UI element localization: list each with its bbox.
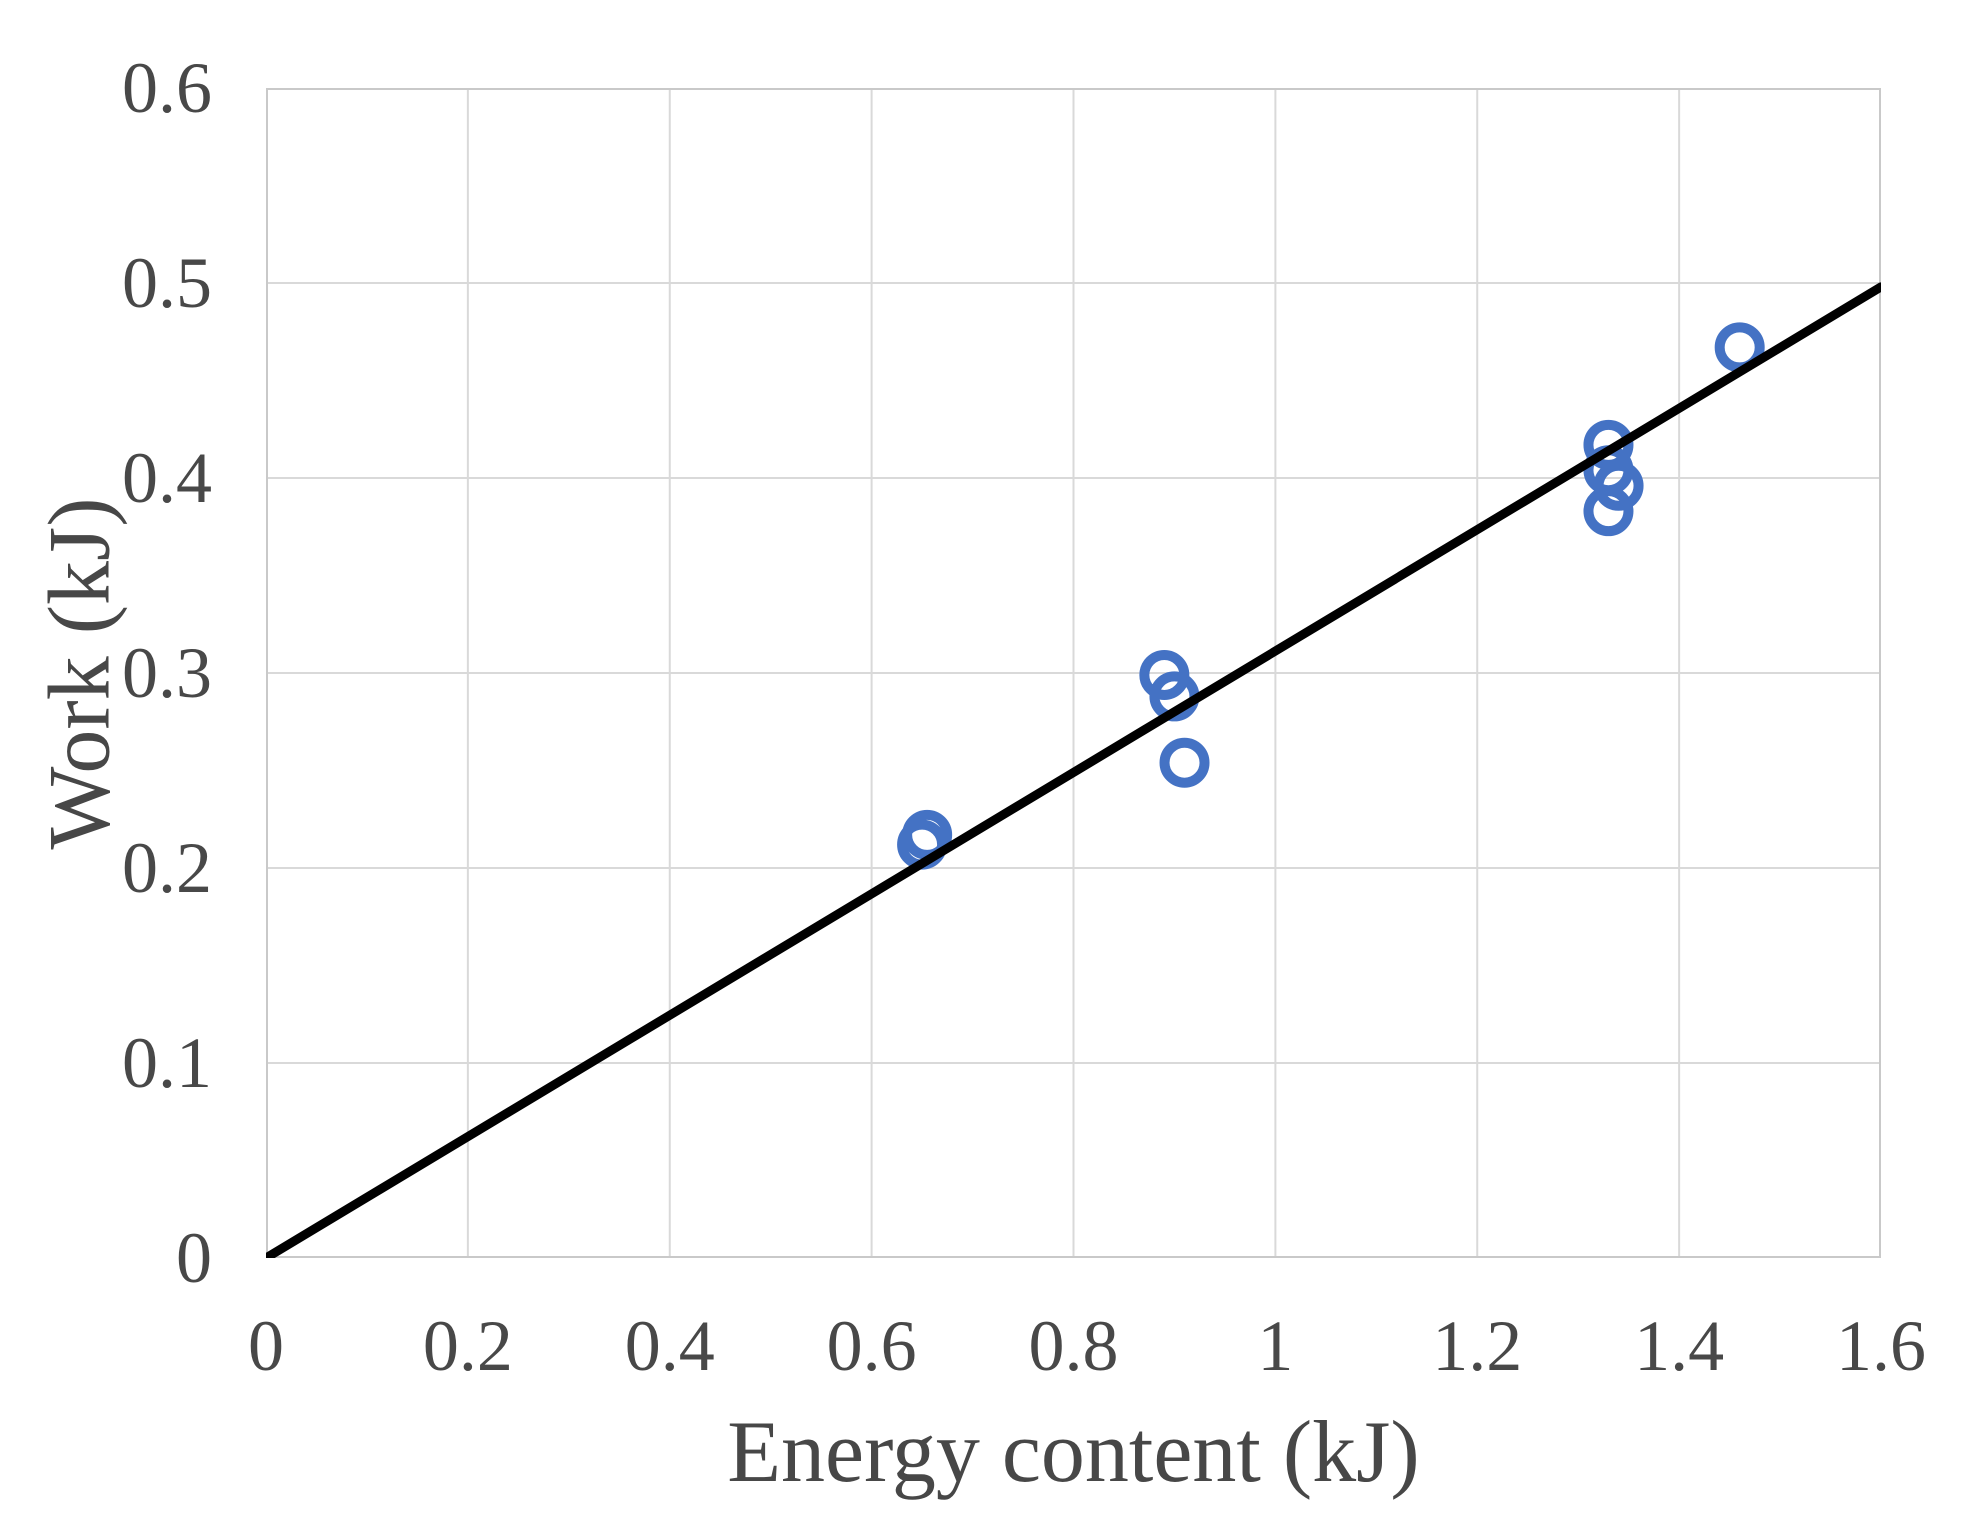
x-tick-label: 1.6 — [1836, 1306, 1926, 1386]
x-tick-label: 0.2 — [422, 1306, 513, 1386]
plot-area — [266, 88, 1881, 1258]
x-tick-label: 1.2 — [1432, 1306, 1523, 1386]
y-tick-label: 0.4 — [122, 438, 212, 518]
y-tick-label: 0 — [176, 1218, 212, 1298]
trendline — [266, 282, 1881, 1258]
data-point-marker — [902, 809, 953, 860]
x-tick-label: 1 — [1257, 1306, 1294, 1386]
y-tick-label: 0.6 — [122, 48, 212, 128]
y-tick-label: 0.2 — [122, 828, 212, 908]
plot-border — [266, 88, 1881, 1258]
data-point-marker — [1583, 486, 1634, 537]
x-axis-title: Energy content (kJ) — [727, 1404, 1420, 1501]
x-tick-label: 0.8 — [1028, 1306, 1119, 1386]
x-tick-label: 0.4 — [624, 1306, 715, 1386]
x-tick-label: 0 — [248, 1306, 284, 1386]
y-tick-label: 0.1 — [122, 1023, 212, 1103]
y-tick-label: 0.3 — [122, 633, 212, 713]
y-tick-label: 0.5 — [122, 243, 212, 323]
plot-svg — [266, 88, 1881, 1258]
data-point-marker — [1593, 460, 1644, 511]
data-point-marker — [1159, 737, 1210, 788]
x-tick-label: 1.4 — [1634, 1306, 1725, 1386]
x-tick-label: 0.6 — [826, 1306, 917, 1386]
